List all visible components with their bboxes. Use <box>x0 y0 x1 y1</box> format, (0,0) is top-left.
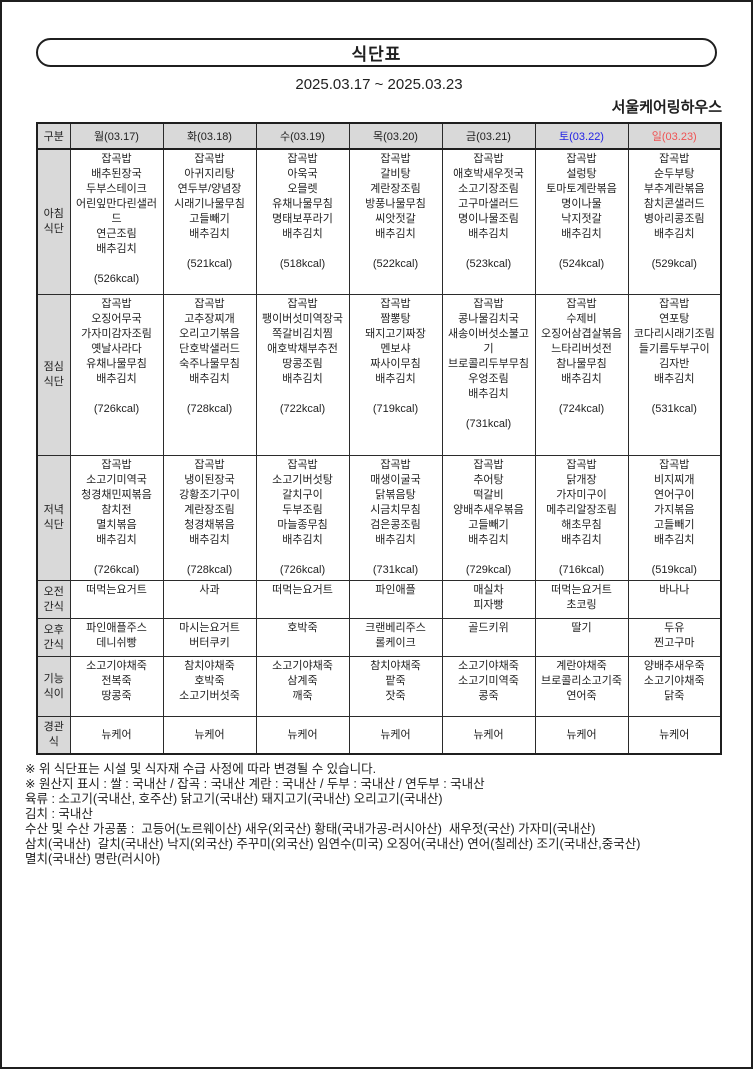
row-tube-feeding: 경관 식 뉴케어 뉴케어 뉴케어 뉴케어 뉴케어 뉴케어 뉴케어 <box>36 716 722 755</box>
cell-lunch-thu: 잡곡밥 짬뽕탕 돼지고기짜장 멘보샤 짜사이무침 배추김치 (719kcal) <box>348 294 443 456</box>
cell-breakfast-thu: 잡곡밥 갈비탕 계란장조림 방풍나물무침 씨앗젓갈 배추김치 (522kcal) <box>348 148 443 295</box>
cell-snack-pm-fri: 골드키위 <box>441 618 536 657</box>
cell-snack-am-thu: 파인애플 <box>348 580 443 619</box>
cell-lunch-sun: 잡곡밥 연포탕 코다리시래기조림 들기름두부구이 김자반 배추김치 (531kc… <box>627 294 722 456</box>
note-origin-meat: 육류 : 소고기(국내산, 호주산) 닭고기(국내산) 돼지고기(국내산) 오리… <box>25 792 443 806</box>
cell-dinner-fri: 잡곡밥 추어탕 떡갈비 양배추새우볶음 고들빼기 배추김치 (729kcal) <box>441 455 536 581</box>
cell-functional-sat: 계란야채죽 브로콜리소고기죽 연어죽 <box>534 656 629 717</box>
cell-breakfast-tue: 잡곡밥 아귀지리탕 연두부/양념장 시래기나물무침 고들빼기 배추김치 (521… <box>162 148 257 295</box>
cell-tube-wed: 뉴케어 <box>255 716 350 755</box>
day-header-tue: 화(03.18) <box>162 122 257 150</box>
cell-snack-pm-mon: 파인애플주스 데니쉬빵 <box>69 618 164 657</box>
cell-breakfast-fri: 잡곡밥 애호박새우젓국 소고기장조림 고구마샐러드 명이나물조림 배추김치 (5… <box>441 148 536 295</box>
cell-lunch-wed: 잡곡밥 팽이버섯미역장국 쪽갈비김치찜 애호박채부추전 땅콩조림 배추김치 (7… <box>255 294 350 456</box>
cell-snack-pm-wed: 호박죽 <box>255 618 350 657</box>
date-range: 2025.03.17 ~ 2025.03.23 <box>295 76 463 93</box>
day-header-wed: 수(03.19) <box>255 122 350 150</box>
cell-lunch-fri: 잡곡밥 콩나물김치국 새송이버섯소불고기 브로콜리두부무침 우엉조림 배추김치 … <box>441 294 536 456</box>
row-functional-diet: 기능 식이 소고기야채죽 전복죽 땅콩죽 참치야채죽 호박죽 소고기버섯죽 소고… <box>36 656 722 717</box>
row-label-dinner: 저녁 식단 <box>36 455 71 581</box>
cell-dinner-thu: 잡곡밥 매생이굴국 닭볶음탕 시금치무침 검은콩조림 배추김치 (731kcal… <box>348 455 443 581</box>
cell-snack-am-tue: 사과 <box>162 580 257 619</box>
cell-snack-am-sun: 바나나 <box>627 580 722 619</box>
cell-snack-pm-thu: 크랜베리주스 롤케이크 <box>348 618 443 657</box>
day-header-mon: 월(03.17) <box>69 122 164 150</box>
cell-functional-fri: 소고기야채죽 소고기미역죽 콩죽 <box>441 656 536 717</box>
cell-tube-sat: 뉴케어 <box>534 716 629 755</box>
note-origin-rice: ※ 원산지 표시 : 쌀 : 국내산 / 잡곡 : 국내산 계란 : 국내산 /… <box>25 777 485 791</box>
cell-breakfast-sat: 잡곡밥 설렁탕 토마토계란볶음 명이나물 낙지젓갈 배추김치 (524kcal) <box>534 148 629 295</box>
note-origin-seafood-1: 수산 및 수산 가공품 : 고등어(노르웨이산) 새우(외국산) 황태(국내가공… <box>25 822 596 836</box>
row-label-lunch: 점심 식단 <box>36 294 71 456</box>
cell-snack-am-mon: 떠먹는요거트 <box>69 580 164 619</box>
cell-snack-pm-sat: 딸기 <box>534 618 629 657</box>
cell-dinner-sat: 잡곡밥 닭개장 가자미구이 메추리알장조림 해초무침 배추김치 (716kcal… <box>534 455 629 581</box>
cell-tube-thu: 뉴케어 <box>348 716 443 755</box>
cell-lunch-tue: 잡곡밥 고추장찌개 오리고기볶음 단호박샐러드 숙주나물무침 배추김치 (728… <box>162 294 257 456</box>
day-header-sat: 토(03.22) <box>534 122 629 150</box>
note-origin-kimchi: 김치 : 국내산 <box>25 807 93 821</box>
cell-snack-am-sat: 떠먹는요거트 초코링 <box>534 580 629 619</box>
day-header-sun: 일(03.23) <box>627 122 722 150</box>
facility-name: 서울케어링하우스 <box>611 99 722 116</box>
cell-snack-pm-sun: 두유 찐고구마 <box>627 618 722 657</box>
table-header-row: 구분 월(03.17) 화(03.18) 수(03.19) 목(03.20) 금… <box>36 122 722 150</box>
page-title: 식단표 <box>351 45 402 64</box>
document-content: 식단표 2025.03.17 ~ 2025.03.23 서울케어링하우스 구분 … <box>36 38 722 755</box>
cell-dinner-wed: 잡곡밥 소고기버섯탕 갈치구이 두부조림 마늘종무침 배추김치 (726kcal… <box>255 455 350 581</box>
cell-dinner-sun: 잡곡밥 비지찌개 연어구이 가지볶음 고들빼기 배추김치 (519kcal) <box>627 455 722 581</box>
row-label-breakfast: 아침 식단 <box>36 148 71 295</box>
cell-lunch-mon: 잡곡밥 오징어무국 가자미감자조림 옛날사라다 유채나물무침 배추김치 (726… <box>69 294 164 456</box>
day-header-fri: 금(03.21) <box>441 122 536 150</box>
note-origin-seafood-3: 멸치(국내산) 명란(러시아) <box>25 852 161 866</box>
row-label-snack-pm: 오후 간식 <box>36 618 71 657</box>
row-dinner: 저녁 식단 잡곡밥 소고기미역국 청경채민찌볶음 참치전 멸치볶음 배추김치 (… <box>36 455 722 581</box>
row-label-snack-am: 오전 간식 <box>36 580 71 619</box>
meal-table: 구분 월(03.17) 화(03.18) 수(03.19) 목(03.20) 금… <box>36 122 722 755</box>
cell-breakfast-wed: 잡곡밥 아욱국 오믈렛 유채나물무침 명태보푸라기 배추김치 (518kcal) <box>255 148 350 295</box>
day-header-thu: 목(03.20) <box>348 122 443 150</box>
cell-functional-thu: 참치야채죽 팥죽 잣죽 <box>348 656 443 717</box>
cell-snack-am-fri: 매실차 피자빵 <box>441 580 536 619</box>
cell-functional-tue: 참치야채죽 호박죽 소고기버섯죽 <box>162 656 257 717</box>
cell-dinner-tue: 잡곡밥 냉이된장국 강황조기구이 계란장조림 청경채볶음 배추김치 (728kc… <box>162 455 257 581</box>
cell-tube-tue: 뉴케어 <box>162 716 257 755</box>
cell-functional-wed: 소고기야채죽 삼계죽 깨죽 <box>255 656 350 717</box>
note-change-disclaimer: ※ 위 식단표는 시설 및 식자재 수급 사정에 따라 변경될 수 있습니다. <box>25 762 377 776</box>
row-snack-pm: 오후 간식 파인애플주스 데니쉬빵 마시는요거트 버터쿠키 호박죽 크랜베리주스… <box>36 618 722 657</box>
row-breakfast: 아침 식단 잡곡밥 배추된장국 두부스테이크 어린잎만다린샐러드 연근조림 배추… <box>36 148 722 295</box>
cell-lunch-sat: 잡곡밥 수제비 오징어삼겹살볶음 느타리버섯전 참나물무침 배추김치 (724k… <box>534 294 629 456</box>
cell-breakfast-mon: 잡곡밥 배추된장국 두부스테이크 어린잎만다린샐러드 연근조림 배추김치 (52… <box>69 148 164 295</box>
cell-functional-mon: 소고기야채죽 전복죽 땅콩죽 <box>69 656 164 717</box>
cell-snack-pm-tue: 마시는요거트 버터쿠키 <box>162 618 257 657</box>
note-origin-seafood-2: 삼치(국내산) 갈치(국내산) 낙지(외국산) 주꾸미(외국산) 임연수(미국)… <box>25 837 641 851</box>
origin-notes: ※ 위 식단표는 시설 및 식자재 수급 사정에 따라 변경될 수 있습니다. … <box>25 762 743 867</box>
cell-snack-am-wed: 떠먹는요거트 <box>255 580 350 619</box>
cell-dinner-mon: 잡곡밥 소고기미역국 청경채민찌볶음 참치전 멸치볶음 배추김치 (726kca… <box>69 455 164 581</box>
row-lunch: 점심 식단 잡곡밥 오징어무국 가자미감자조림 옛날사라다 유채나물무침 배추김… <box>36 294 722 456</box>
row-label-tube-feeding: 경관 식 <box>36 716 71 755</box>
cell-tube-fri: 뉴케어 <box>441 716 536 755</box>
cell-tube-sun: 뉴케어 <box>627 716 722 755</box>
row-snack-am: 오전 간식 떠먹는요거트 사과 떠먹는요거트 파인애플 매실차 피자빵 떠먹는요… <box>36 580 722 619</box>
cell-tube-mon: 뉴케어 <box>69 716 164 755</box>
cell-breakfast-sun: 잡곡밥 순두부탕 부추계란볶음 참치콘샐러드 병아리콩조림 배추김치 (529k… <box>627 148 722 295</box>
title-box: 식단표 <box>36 38 717 67</box>
cell-functional-sun: 양배추새우죽 소고기야채죽 닭죽 <box>627 656 722 717</box>
row-label-functional-diet: 기능 식이 <box>36 656 71 717</box>
corner-header: 구분 <box>36 122 71 150</box>
